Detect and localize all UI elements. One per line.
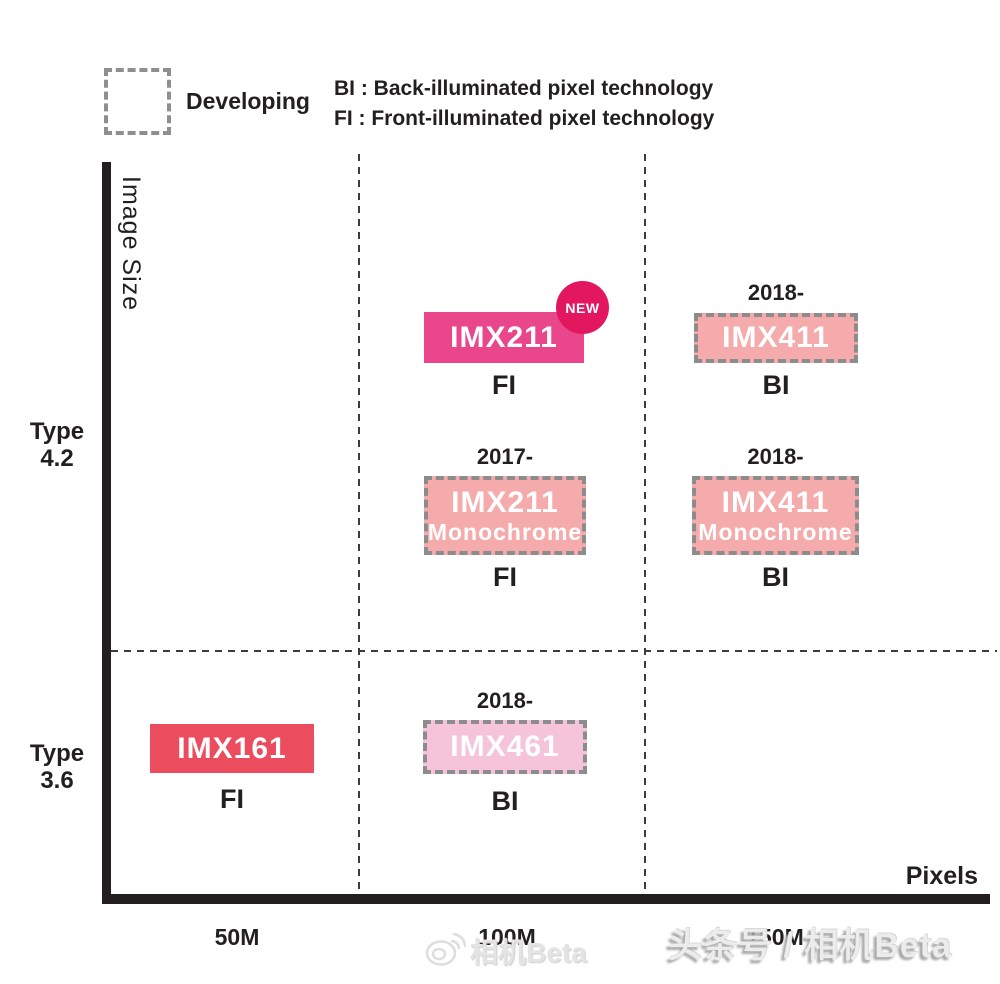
sensor-imx461: IMX461 [423,720,587,774]
tech-label-imx461: BI [491,786,519,816]
gridline-horizontal-type [111,650,997,652]
bi-definition: BI : Back-illuminated pixel technology [334,77,714,100]
row-label-type-4-2: Type 4.2 [29,418,85,472]
developing-label: Developing [186,88,310,114]
year-label-imx461: 2018- [476,688,534,713]
x-tick-100m: 100M [478,924,536,950]
year-label-imx211-monochrome: 2017- [476,444,534,469]
row-label-type-3-6: Type 3.6 [29,740,85,794]
developing-swatch [104,68,171,135]
watermark-bottom-right: 头条号 / 相机Beta [668,927,953,965]
x-axis-label: Pixels [905,862,978,890]
legend-definitions: BI : Back-illuminated pixel technology F… [334,74,714,134]
year-label-imx411-monochrome: 2018- [747,444,804,469]
fi-definition: FI : Front-illuminated pixel technology [334,107,715,130]
sensor-imx161: IMX161 [150,724,314,773]
new-badge: NEW [556,281,609,334]
sensor-imx211: IMX211 [424,312,584,363]
sensor-imx411: IMX411 [694,313,858,363]
tech-label-imx161: FI [220,784,244,814]
x-tick-50m: 50M [214,924,260,950]
watermark-center-text: 相机Beta [470,936,587,968]
sensor-imx411-monochrome: IMX411 Monochrome [692,476,859,555]
x-axis-line [102,894,990,904]
watermark-center: 相机Beta [424,928,587,973]
gridline-vertical-100m [358,154,360,894]
tech-label-imx411-monochrome: BI [762,562,789,592]
tech-label-imx211-monochrome: FI [493,562,517,592]
tech-label-imx211: FI [492,370,516,400]
gridline-vertical-150m [644,154,646,894]
y-axis-line [102,162,111,904]
sensor-imx211-monochrome: IMX211 Monochrome [424,476,586,555]
x-tick-150m: 150M [746,924,804,950]
y-axis-label: Image Size [117,176,145,312]
year-label-imx411: 2018- [747,280,805,305]
weibo-logo-icon [424,928,467,973]
tech-label-imx411: BI [762,370,790,400]
